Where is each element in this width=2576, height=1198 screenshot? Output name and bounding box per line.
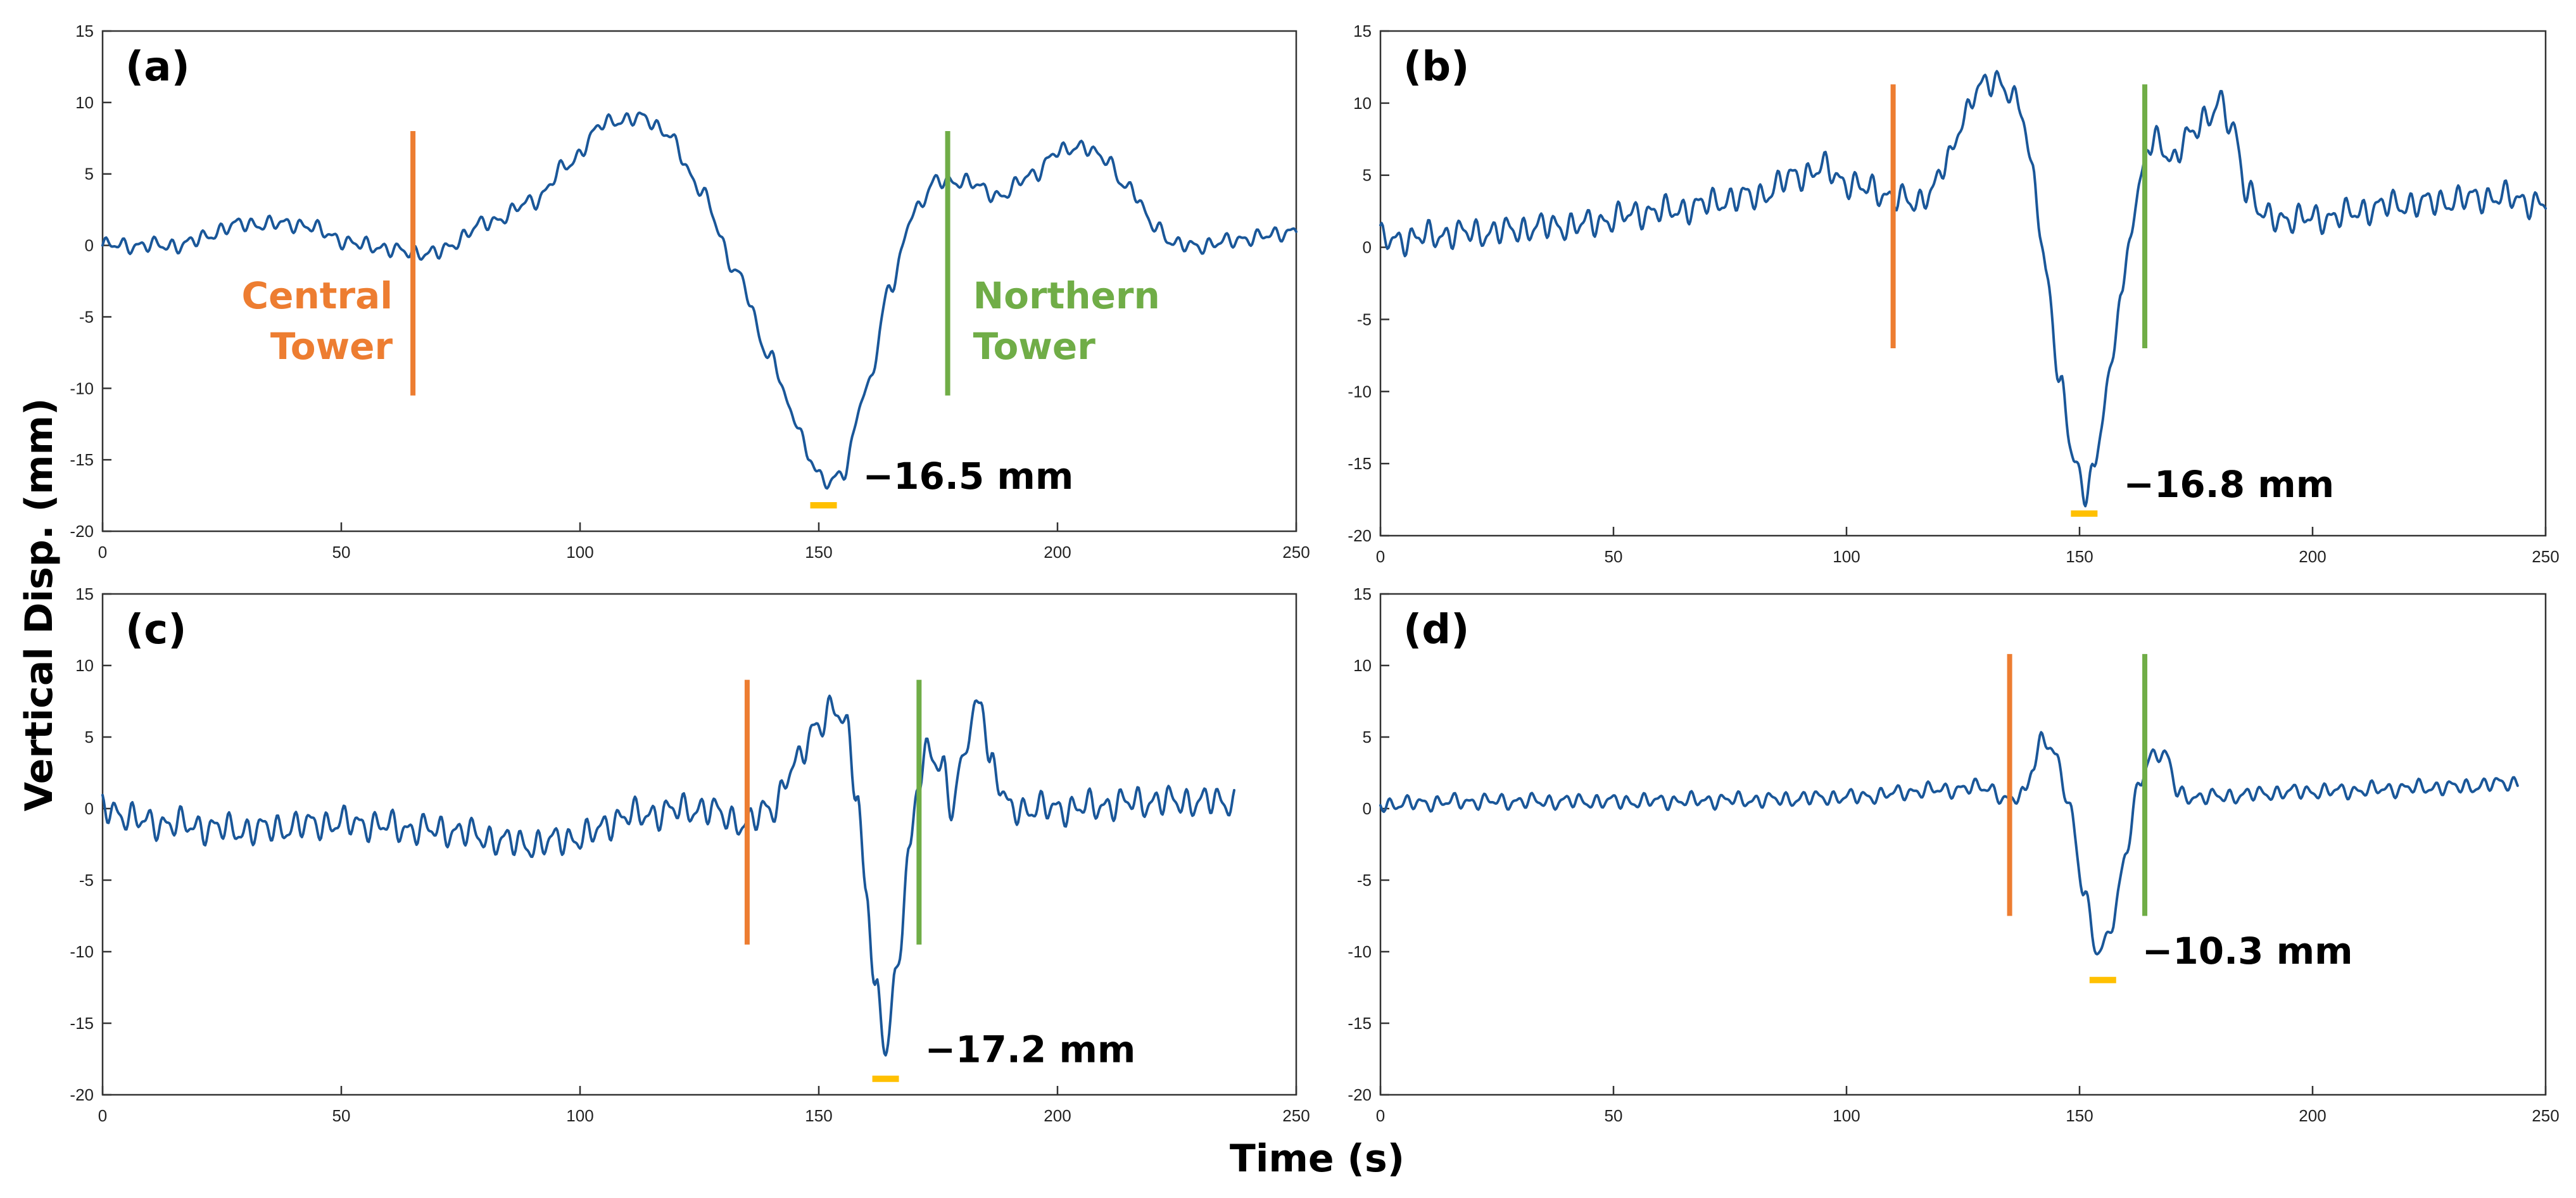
displacement-series: [1379, 70, 2547, 508]
y-tick-label: -15: [1348, 454, 1372, 473]
panel-label: (b): [1403, 44, 1469, 91]
y-tick-label: -5: [79, 307, 94, 326]
x-tick-label: 100: [1833, 1106, 1860, 1125]
y-tick-label: -10: [70, 942, 94, 961]
x-tick-label: 150: [2066, 1106, 2093, 1125]
peak-value-label: −16.5 mm: [863, 455, 1074, 498]
y-tick-label: -10: [1348, 942, 1372, 961]
y-tick-label: 15: [75, 22, 94, 41]
y-tick-label: -20: [1348, 526, 1372, 545]
plot-frame: [1379, 593, 2547, 1096]
x-tick-label: 100: [566, 543, 593, 562]
y-tick-label: -10: [70, 379, 94, 398]
y-tick-label: 10: [1353, 656, 1372, 675]
northern-tower-label: Tower: [973, 325, 1096, 368]
displacement-series: [1379, 731, 2519, 955]
y-tick-label: -20: [70, 1085, 94, 1104]
panel-label: (a): [125, 44, 190, 91]
y-tick-label: 5: [85, 728, 94, 747]
y-tick-label: -5: [1357, 871, 1372, 890]
x-tick-label: 50: [1605, 1106, 1623, 1125]
plot-frame: [1379, 30, 2547, 537]
y-tick-label: 15: [1353, 22, 1372, 41]
panel-label: (d): [1403, 607, 1469, 653]
y-tick-label: -10: [1348, 382, 1372, 401]
y-tick-label: -20: [70, 522, 94, 541]
x-tick-label: 150: [805, 543, 832, 562]
x-tick-label: 200: [2299, 547, 2326, 566]
peak-value-label: −10.3 mm: [2142, 930, 2353, 973]
y-tick-label: -5: [79, 871, 94, 890]
x-tick-label: 250: [2532, 547, 2559, 566]
y-tick-label: 0: [85, 799, 94, 818]
x-tick-label: 200: [1044, 543, 1071, 562]
y-tick-label: 10: [75, 93, 94, 112]
x-tick-label: 0: [1376, 547, 1385, 566]
plot-frame: [101, 593, 1297, 1096]
x-tick-label: 150: [805, 1106, 832, 1125]
y-tick-label: 0: [1363, 238, 1372, 257]
x-tick-label: 50: [332, 543, 351, 562]
x-tick-label: 0: [98, 543, 107, 562]
x-tick-label: 0: [1376, 1106, 1385, 1125]
x-tick-label: 250: [1282, 543, 1310, 562]
y-tick-label: 10: [1353, 94, 1372, 113]
x-tick-label: 50: [1605, 547, 1623, 566]
y-tick-label: -15: [70, 450, 94, 469]
x-tick-label: 250: [1282, 1106, 1310, 1125]
displacement-series: [101, 111, 1297, 490]
displacement-series: [101, 695, 1235, 1057]
x-axis-title: Time (s): [1230, 1137, 1405, 1181]
x-tick-label: 0: [98, 1106, 107, 1125]
x-tick-label: 150: [2066, 547, 2093, 566]
y-tick-label: 15: [75, 584, 94, 603]
y-tick-label: 15: [1353, 584, 1372, 603]
y-tick-label: 5: [1363, 728, 1372, 747]
x-tick-label: 50: [332, 1106, 351, 1125]
y-tick-label: -20: [1348, 1085, 1372, 1104]
y-tick-label: -15: [1348, 1014, 1372, 1033]
x-tick-label: 100: [1833, 547, 1860, 566]
central-tower-label: Central: [242, 274, 393, 317]
y-tick-label: 0: [85, 236, 94, 255]
y-tick-label: -5: [1357, 310, 1372, 329]
y-tick-label: 10: [75, 656, 94, 675]
x-tick-label: 100: [566, 1106, 593, 1125]
plot-frame: [101, 30, 1297, 533]
central-tower-label: Tower: [270, 325, 393, 368]
peak-value-label: −17.2 mm: [925, 1028, 1136, 1071]
x-tick-label: 250: [2532, 1106, 2559, 1125]
x-tick-label: 200: [2299, 1106, 2326, 1125]
peak-value-label: −16.8 mm: [2123, 463, 2334, 506]
x-tick-label: 200: [1044, 1106, 1071, 1125]
northern-tower-label: Northern: [973, 274, 1160, 317]
y-axis-title: Vertical Disp. (mm): [17, 398, 61, 812]
y-tick-label: 5: [85, 165, 94, 184]
y-tick-label: 0: [1363, 799, 1372, 818]
panel-label: (c): [125, 607, 186, 653]
y-tick-label: -15: [70, 1014, 94, 1033]
y-tick-label: 5: [1363, 166, 1372, 185]
